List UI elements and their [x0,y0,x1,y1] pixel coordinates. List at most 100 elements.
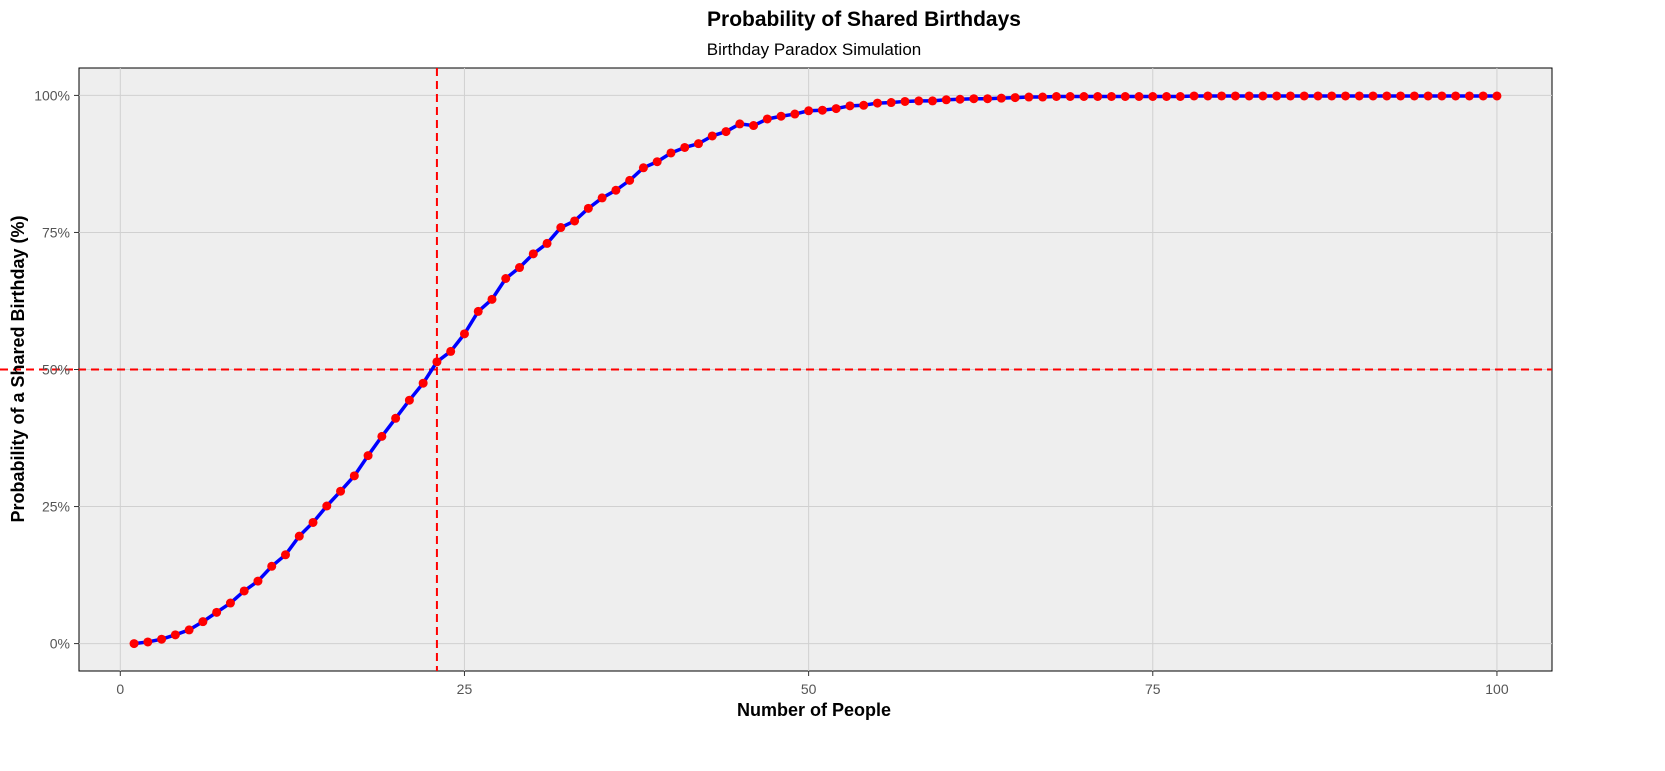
data-point [914,96,924,106]
data-point [817,105,827,115]
data-point [336,486,346,496]
data-point [1285,91,1295,101]
data-point [886,98,896,108]
data-point [776,111,786,121]
y-axis-ticks: 0% 25% 50% 75% 100% [34,87,79,652]
data-point [198,617,208,627]
probability-line [132,94,1499,646]
y-tick-label: 100% [34,87,70,103]
data-point [1217,91,1227,101]
data-point [597,193,607,203]
data-point [1313,91,1323,101]
y-axis-title: Probability of a Shared Birthday (%) [8,215,28,522]
data-point [1162,92,1172,102]
data-point [583,203,593,213]
data-point [418,378,428,388]
data-point [487,294,497,304]
data-point [1451,91,1461,101]
data-point [280,550,290,560]
y-tick-label: 25% [42,499,70,515]
gridlines [79,68,1552,671]
data-point [157,634,167,644]
data-point [1396,91,1406,101]
data-point [749,121,759,131]
data-point [239,586,249,596]
x-axis-title: Number of People [737,700,891,720]
data-point [1341,91,1351,101]
x-tick-label: 50 [801,681,817,697]
data-point [184,625,194,635]
data-point [1368,91,1378,101]
data-point [1464,91,1474,101]
data-point [693,139,703,149]
data-point [570,216,580,226]
x-axis-ticks: 0 25 50 75 100 [116,671,1509,697]
data-point [528,249,538,259]
data-point [349,471,359,481]
data-point [928,96,938,106]
data-point [1134,92,1144,102]
y-tick-label: 50% [42,362,70,378]
series-line-group [132,94,1499,646]
data-point [666,148,676,158]
data-point [473,306,483,316]
data-point [900,96,910,106]
data-point [721,127,731,137]
data-point [1120,92,1130,102]
data-point [404,395,414,405]
data-point [1175,92,1185,102]
data-point [459,329,469,339]
data-point [1065,92,1075,102]
x-tick-label: 0 [116,681,124,697]
data-point [129,639,139,649]
data-point [611,185,621,195]
data-point [432,357,442,367]
data-point [1079,92,1089,102]
data-point [515,263,525,273]
data-point [1437,91,1447,101]
x-tick-label: 25 [457,681,473,697]
reference-lines [0,68,1552,671]
chart-subtitle: Birthday Paradox Simulation [707,40,922,59]
data-point [556,223,566,233]
data-point [377,431,387,441]
data-point [501,274,511,284]
data-point [790,109,800,119]
chart-title: Probability of Shared Birthdays [707,8,1021,31]
data-point [1051,92,1061,102]
data-point [1272,91,1282,101]
data-point [1423,91,1433,101]
data-point [391,413,401,423]
data-point [1258,91,1268,101]
data-point [652,157,662,167]
y-tick-label: 0% [50,636,70,652]
x-tick-label: 100 [1485,681,1509,697]
data-point [253,576,263,586]
data-point [1244,91,1254,101]
data-point [1189,91,1199,101]
data-point [1230,91,1240,101]
data-point [225,598,235,608]
data-point [1409,91,1419,101]
data-point [1093,92,1103,102]
data-point [542,238,552,248]
data-point [1038,92,1048,102]
data-point [1024,92,1034,102]
data-point [143,637,153,647]
data-point [1299,91,1309,101]
data-point [1106,92,1116,102]
data-point [969,94,979,104]
data-point [859,100,869,110]
data-point [680,142,690,152]
data-point [1010,93,1020,103]
data-point [996,93,1006,103]
data-point [363,451,373,461]
data-point [294,531,304,541]
data-point [1478,91,1488,101]
data-point [322,501,332,511]
data-point [983,94,993,104]
data-point [872,98,882,108]
data-point [1203,91,1213,101]
data-points [129,91,1502,649]
